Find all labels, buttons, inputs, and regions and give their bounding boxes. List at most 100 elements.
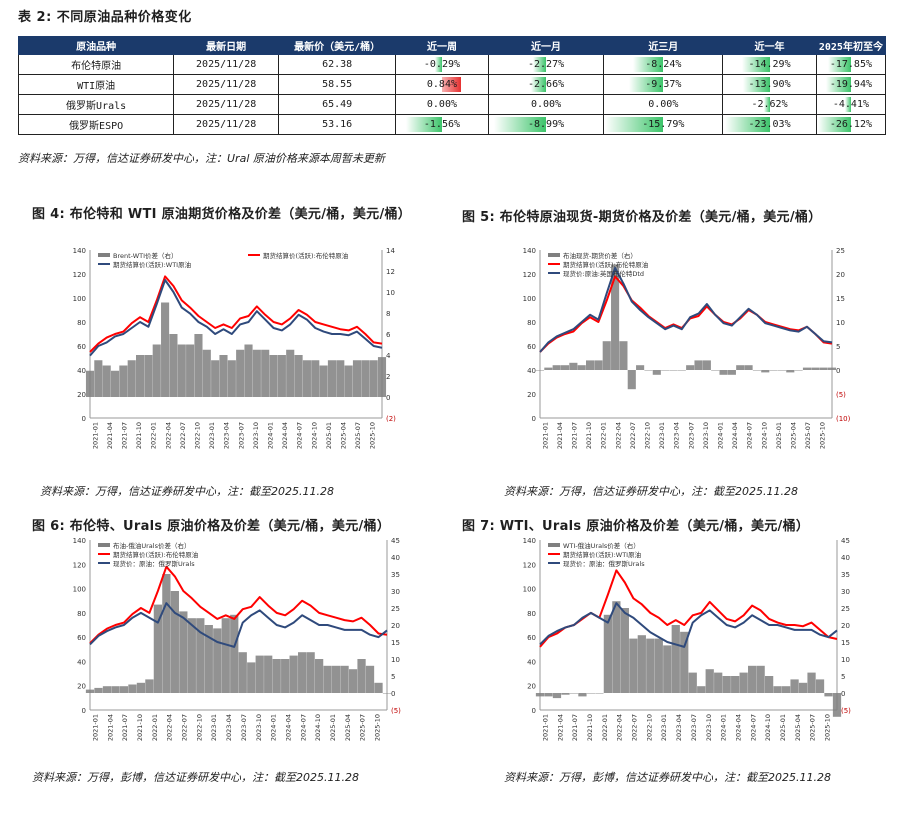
- price-cell: 58.55: [278, 74, 397, 95]
- crude-name-cell: 布伦特原油: [17, 54, 175, 75]
- change-cell: 0.00%: [487, 94, 605, 115]
- figure-7-title: 图 7: WTI、Urals 原油价格及价差（美元/桶，美元/桶）: [462, 519, 810, 534]
- chart-5-brent-spot-futures: 0 20 40 60 80 100 120 140 (10) (5) 0 5 10 15 20 25 2021-…: [523, 247, 851, 449]
- decline-bar: [764, 97, 770, 112]
- left-tick-label: 20: [77, 391, 86, 399]
- x-tick-label: 2025-10: [374, 714, 382, 741]
- spread-bar: [323, 665, 332, 693]
- x-tick-label: 2021-10: [586, 714, 594, 741]
- change-value: 0.84%: [426, 79, 457, 90]
- x-tick-label: 2024-01: [270, 714, 278, 741]
- left-tick-label: 0: [82, 415, 86, 423]
- spread-bar: [119, 686, 129, 693]
- spread-bar: [736, 365, 745, 370]
- spread-bar: [252, 349, 261, 397]
- figure-6-source: 资料来源：万得，彭博，信达证券研发中心，注：截至2025.11.28: [32, 771, 359, 784]
- spread-bar: [340, 665, 349, 693]
- left-tick-label: 20: [527, 683, 536, 691]
- spread-bar: [552, 365, 561, 370]
- left-tick-label: 120: [73, 561, 86, 569]
- spread-bar: [602, 341, 611, 370]
- change-cell: -0.29%: [395, 54, 489, 75]
- legend-label: 期货结算价(活跃):布伦特原油: [263, 251, 348, 260]
- spread-bar: [298, 652, 307, 693]
- spread-bar: [319, 365, 328, 397]
- spread-bar: [289, 655, 298, 693]
- price-line: [89, 565, 388, 644]
- x-tick-label: 2025-07: [354, 422, 362, 449]
- x-tick-label: 2024-01: [720, 714, 728, 741]
- decline-bar: [828, 57, 851, 72]
- left-tick-label: 120: [73, 271, 86, 279]
- spread-bar: [196, 618, 205, 693]
- spread-bar: [552, 693, 562, 699]
- header-cell: 最新日期: [173, 36, 280, 55]
- spread-bar: [702, 360, 711, 370]
- x-tick-label: 2022-01: [151, 714, 159, 741]
- table-header-row: 原油品种 最新日期 最新价（美元/桶） 近一周 近一月 近三月 近一年 2025…: [17, 36, 887, 55]
- price-change-table: 原油品种 最新日期 最新价（美元/桶） 近一周 近一月 近三月 近一年 2025…: [17, 36, 887, 135]
- table-row: WTI原油 2025/11/28 58.55 0.84% -2.66% -9.37% -13…: [17, 74, 887, 95]
- spread-bar: [161, 302, 170, 397]
- spread-bar: [714, 672, 723, 693]
- spread-bar: [603, 614, 613, 693]
- decline-bar: [845, 97, 851, 112]
- right-tick-label: 0: [841, 690, 845, 698]
- spread-bar: [688, 672, 697, 693]
- x-tick-label: 2021-04: [106, 422, 114, 449]
- spread-bar: [361, 360, 370, 397]
- spread-bar: [357, 659, 366, 693]
- right-tick-label: 45: [391, 537, 400, 545]
- x-tick-label: 2023-07: [237, 422, 245, 449]
- decline-bar: [742, 77, 770, 92]
- table-title: 表 2: 不同原油品种价格变化: [18, 10, 192, 25]
- change-value: -1.56%: [423, 119, 461, 130]
- spread-bar: [773, 686, 782, 693]
- spread-bar: [204, 625, 213, 693]
- spread-bar: [815, 679, 825, 693]
- spread-bar: [611, 264, 620, 370]
- change-value: -8.24%: [645, 59, 682, 70]
- x-tick-label: 2022-10: [195, 714, 203, 741]
- header-cell: 近三月: [603, 36, 724, 55]
- left-tick-label: 40: [527, 658, 536, 666]
- spread-bar: [153, 604, 163, 693]
- change-cell: 0.00%: [603, 94, 724, 115]
- header-cell: 2025年初至今: [815, 36, 887, 55]
- date-cell: 2025/11/28: [173, 94, 280, 115]
- spread-bar: [272, 659, 281, 693]
- spread-bar: [781, 686, 791, 693]
- spread-bar: [127, 360, 136, 397]
- change-value: -26.12%: [829, 119, 872, 130]
- spread-bar: [595, 693, 604, 694]
- x-tick-label: 2025-01: [775, 422, 783, 449]
- x-tick-label: 2023-07: [240, 714, 248, 741]
- spread-bar: [569, 362, 578, 370]
- spread-bar: [764, 676, 774, 693]
- x-tick-label: 2025-01: [325, 422, 333, 449]
- spread-bar: [261, 349, 270, 397]
- x-tick-label: 2023-07: [690, 714, 698, 741]
- spread-bar: [646, 638, 655, 693]
- left-tick-label: 60: [77, 343, 86, 351]
- spread-bar: [369, 360, 378, 397]
- spread-bar: [281, 659, 290, 693]
- change-value: -13.90%: [748, 79, 791, 90]
- crude-name-cell: 俄罗斯Urals: [17, 94, 175, 115]
- spread-bar: [824, 693, 833, 697]
- spread-bar: [211, 360, 220, 397]
- x-tick-label: 2022-07: [631, 714, 639, 741]
- spread-bar: [202, 349, 211, 397]
- left-tick-label: 0: [532, 415, 536, 423]
- x-tick-label: 2023-04: [225, 714, 233, 741]
- x-tick-label: 2022-10: [645, 714, 653, 741]
- spread-bar: [769, 370, 778, 371]
- spread-bar: [255, 655, 264, 693]
- decline-bar: [632, 57, 664, 72]
- change-cell: 0.84%: [395, 74, 489, 95]
- spread-bar: [652, 370, 661, 375]
- spread-bar: [578, 693, 587, 697]
- x-tick-label: 2023-04: [223, 422, 231, 449]
- x-tick-label: 2024-07: [296, 422, 304, 449]
- right-tick-label: 30: [391, 588, 400, 596]
